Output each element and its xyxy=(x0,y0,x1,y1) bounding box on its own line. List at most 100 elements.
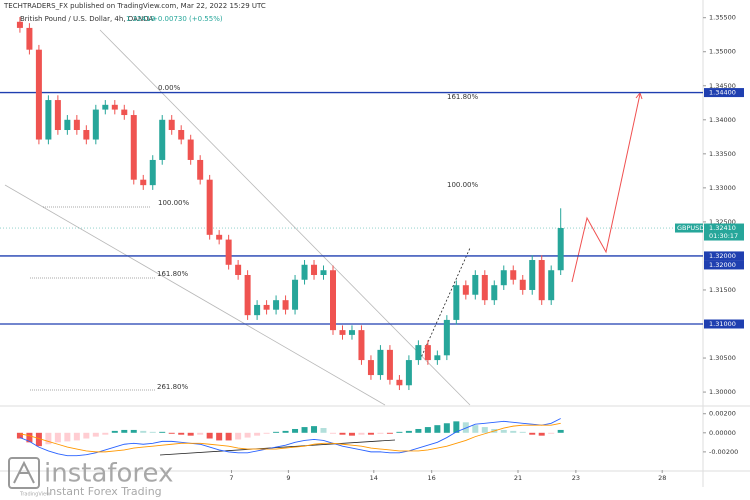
macd-histogram-bar xyxy=(405,430,412,433)
candle-body xyxy=(348,330,355,335)
fib-label: 0.00% xyxy=(158,84,181,92)
level-label: 1.32000 xyxy=(709,252,736,260)
macd-histogram-bar xyxy=(130,429,137,433)
macd-histogram-bar xyxy=(348,432,355,436)
candle-body xyxy=(206,179,213,235)
macd-histogram-bar xyxy=(453,421,460,433)
candle-body xyxy=(529,260,536,290)
macd-histogram-bar xyxy=(159,431,166,433)
level-label: 1.32000 xyxy=(709,261,736,269)
candle-body xyxy=(481,274,488,301)
candle-body xyxy=(64,119,71,131)
candle-body xyxy=(140,179,147,186)
x-tick-label: 14 xyxy=(370,474,378,482)
candle-body xyxy=(73,119,80,131)
candle-body xyxy=(235,264,242,275)
macd-histogram-bar xyxy=(45,432,52,445)
candle-body xyxy=(282,300,289,310)
tagline: Instant Forex Trading xyxy=(46,485,162,498)
level-badge xyxy=(704,319,744,329)
macd-histogram-bar xyxy=(519,431,526,433)
fib-label: 100.00% xyxy=(447,181,478,189)
candle-body xyxy=(434,355,441,361)
last-price-label: 1.32410 xyxy=(709,224,736,232)
candle-body xyxy=(386,349,393,380)
candle-body xyxy=(26,27,33,50)
logo-icon xyxy=(8,457,40,489)
x-tick-label: 16 xyxy=(428,474,436,482)
countdown: 01:30:17 xyxy=(709,232,738,240)
candle-body xyxy=(111,104,118,110)
source: TradingView xyxy=(19,492,50,498)
macd-trend-line xyxy=(159,439,396,456)
price-badge xyxy=(704,223,744,241)
y-tick-label: 1.35500 xyxy=(709,14,736,22)
candle-body xyxy=(330,270,336,331)
macd-histogram-bar xyxy=(548,432,555,434)
candle-body xyxy=(415,345,422,361)
trend-line xyxy=(4,184,386,406)
candle-body xyxy=(472,274,479,295)
y-tick-label: 1.35000 xyxy=(709,48,736,56)
candle-body xyxy=(396,379,403,386)
candle-body xyxy=(311,264,318,275)
candle-body xyxy=(462,285,469,295)
macd-histogram-bar xyxy=(396,431,403,433)
macd-histogram-bar xyxy=(529,432,536,435)
fib-label: 261.80% xyxy=(157,383,188,391)
macd-histogram-bar xyxy=(510,430,517,433)
candle-body xyxy=(16,21,23,28)
macd-y-tick-label: 0.00200 xyxy=(709,410,736,418)
macd-histogram-bar xyxy=(330,432,336,434)
projection-arrow xyxy=(571,93,641,283)
macd-histogram-bar xyxy=(216,432,223,441)
macd-histogram-bar xyxy=(149,431,156,433)
macd-histogram-bar xyxy=(26,432,33,443)
macd-histogram-bar xyxy=(434,425,441,433)
publisher: TECHTRADERS_FX published on TradingView.… xyxy=(3,2,266,10)
macd-histogram-bar xyxy=(339,432,346,435)
candle-body xyxy=(225,239,232,265)
macd-histogram-bar xyxy=(472,425,479,433)
candle-body xyxy=(424,345,431,361)
macd-histogram-bar xyxy=(102,432,109,435)
x-tick-label: 7 xyxy=(229,474,233,482)
macd-histogram-bar xyxy=(54,432,61,443)
macd-histogram-bar xyxy=(197,432,204,435)
candle-body xyxy=(491,285,498,301)
macd-histogram-bar xyxy=(500,429,507,433)
candle-body xyxy=(149,159,156,186)
level-label: 1.31000 xyxy=(709,320,736,328)
candle-body xyxy=(178,130,185,140)
macd-histogram-bar xyxy=(35,432,42,447)
macd-histogram-bar xyxy=(481,427,488,433)
brand: instaforex xyxy=(44,459,173,489)
candle-body xyxy=(121,109,128,116)
candle-body xyxy=(377,349,384,376)
candle-body xyxy=(187,139,194,160)
macd-histogram-bar xyxy=(424,427,431,433)
chart-title: British Pound / U.S. Dollar, 4h, OANDA xyxy=(20,15,153,23)
macd-histogram-bar xyxy=(206,432,213,439)
candle-body xyxy=(339,330,346,335)
candle-body xyxy=(510,270,517,280)
candle-body xyxy=(500,270,507,286)
y-tick-label: 1.33500 xyxy=(709,150,736,158)
macd-histogram-bar xyxy=(367,432,374,435)
x-tick-label: 28 xyxy=(658,474,666,482)
macd-histogram-bar xyxy=(282,430,289,433)
x-tick-label: 23 xyxy=(572,474,580,482)
y-tick-label: 1.33000 xyxy=(709,184,736,192)
candle-body xyxy=(538,260,545,301)
macd-histogram-bar xyxy=(168,432,175,434)
candle-body xyxy=(35,49,42,140)
fib-label: 161.80% xyxy=(157,270,188,278)
candle-body xyxy=(292,279,299,310)
candle-body xyxy=(301,264,308,280)
macd-histogram-bar xyxy=(92,432,99,437)
x-tick-label: 21 xyxy=(514,474,522,482)
macd-histogram-bar xyxy=(254,432,261,436)
macd-y-tick-label: -0.00200 xyxy=(709,448,738,456)
